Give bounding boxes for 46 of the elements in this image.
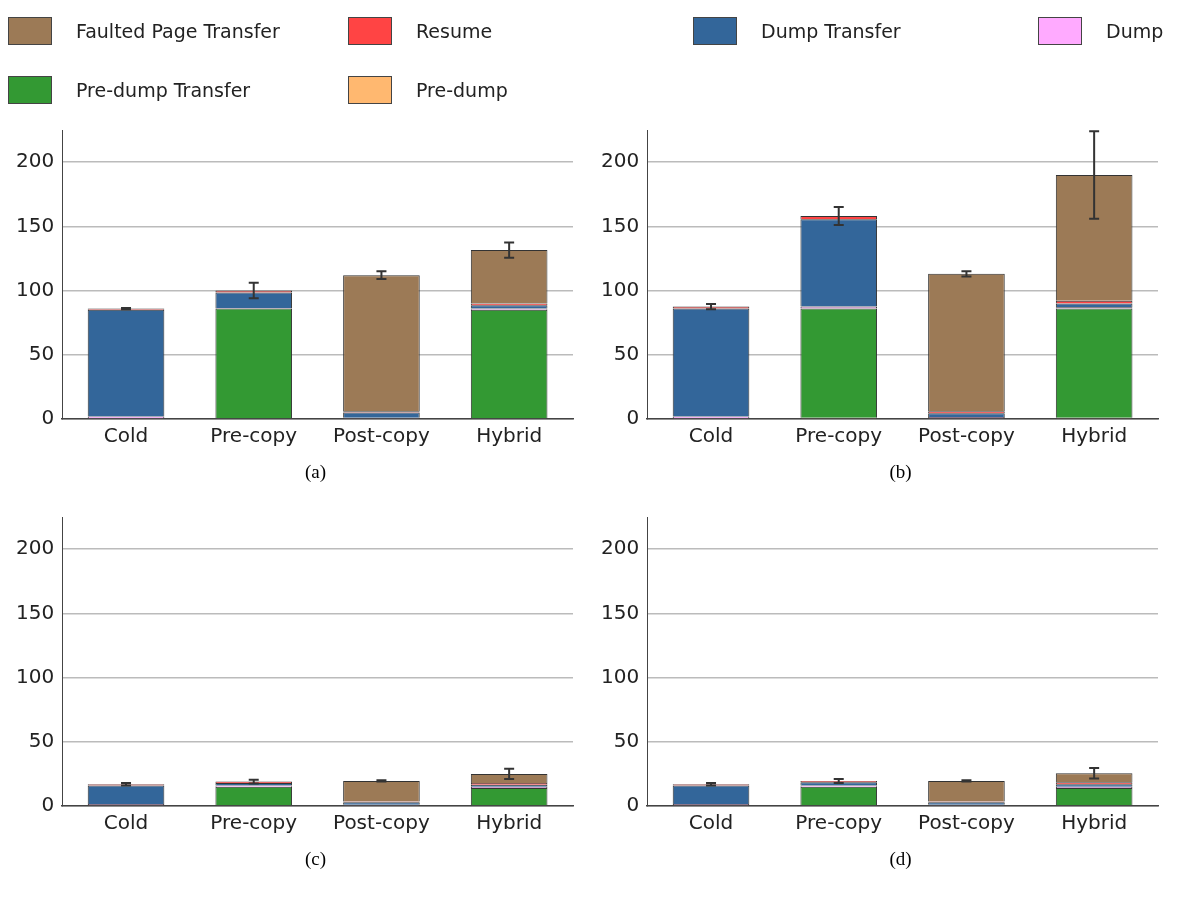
y-tick-label: 150 xyxy=(600,212,640,237)
legend-label: Pre-dump xyxy=(416,78,508,101)
y-tick-label: 50 xyxy=(613,727,640,752)
text: (c) xyxy=(303,848,328,870)
y-tick-label: 50 xyxy=(28,340,55,365)
y-tick-label: 150 xyxy=(15,599,55,624)
y-tick-label: 200 xyxy=(15,148,55,173)
y-tick-label: 0 xyxy=(41,405,55,430)
text: (a) xyxy=(303,461,328,483)
text: (d) xyxy=(888,848,913,870)
legend-label: Faulted Page Transfer xyxy=(76,19,280,42)
y-tick-label: 200 xyxy=(600,148,640,173)
x-tick-label: Cold xyxy=(103,423,149,448)
text: (b) xyxy=(888,461,913,483)
y-tick-label: 100 xyxy=(600,276,640,301)
y-tick-label: 100 xyxy=(600,663,640,688)
x-tick-label: Post-copy xyxy=(333,423,431,448)
y-tick-label: 150 xyxy=(15,212,55,237)
y-tick-label: 100 xyxy=(15,276,55,301)
x-tick-label: Pre-copy xyxy=(795,423,883,448)
x-tick-label: Cold xyxy=(688,810,734,835)
x-tick-label: Post-copy xyxy=(333,810,431,835)
x-tick-label: Hybrid xyxy=(476,423,543,448)
x-tick-label: Pre-copy xyxy=(210,423,298,448)
y-tick-label: 0 xyxy=(41,792,55,817)
y-tick-label: 100 xyxy=(15,663,55,688)
y-tick-label: 200 xyxy=(15,535,55,560)
y-tick-label: 200 xyxy=(600,535,640,560)
y-tick-label: 150 xyxy=(600,599,640,624)
x-tick-label: Hybrid xyxy=(1061,423,1128,448)
x-tick-label: Hybrid xyxy=(1061,810,1128,835)
x-tick-label: Post-copy xyxy=(918,810,1016,835)
x-tick-label: Post-copy xyxy=(918,423,1016,448)
x-tick-label: Cold xyxy=(688,423,734,448)
x-tick-label: Pre-copy xyxy=(795,810,883,835)
legend-label: Resume xyxy=(416,19,493,42)
y-tick-label: 0 xyxy=(626,405,640,430)
y-tick-label: 0 xyxy=(626,792,640,817)
legend-label: Pre-dump Transfer xyxy=(76,78,251,101)
legend-label: Dump Transfer xyxy=(761,19,901,42)
legend-label: Dump xyxy=(1106,19,1164,42)
x-tick-label: Hybrid xyxy=(476,810,543,835)
x-tick-label: Pre-copy xyxy=(210,810,298,835)
y-tick-label: 50 xyxy=(28,727,55,752)
y-tick-label: 50 xyxy=(613,340,640,365)
x-tick-label: Cold xyxy=(103,810,149,835)
